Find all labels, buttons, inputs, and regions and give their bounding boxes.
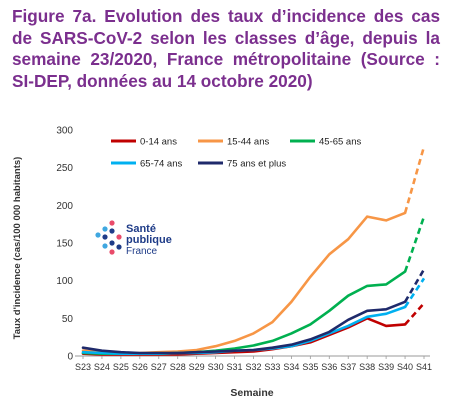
x-tick-label: S30 xyxy=(208,362,224,372)
chart-title: Figure 7a. Evolution des taux d’incidenc… xyxy=(12,6,440,91)
x-axis-label: Semaine xyxy=(230,387,273,399)
x-tick-label: S39 xyxy=(378,362,394,372)
x-tick-label: S31 xyxy=(227,362,243,372)
series-line-45-65-ans xyxy=(81,270,407,356)
series-projection-0-14-ans xyxy=(404,302,425,326)
legend-label: 45-65 ans xyxy=(319,137,362,148)
y-tick-label: 0 xyxy=(67,352,73,363)
series-projection-75-ans-et-plus xyxy=(403,268,426,303)
x-tick-label: S25 xyxy=(113,362,129,372)
y-tick-label: 300 xyxy=(56,126,73,137)
logo-dots-icon xyxy=(95,220,122,255)
y-tick-label: 150 xyxy=(56,239,73,250)
x-tick-label: S34 xyxy=(283,362,299,372)
series-projection-65-74-ans xyxy=(404,277,426,308)
legend: 0-14 ans 15-44 ans 45-65 ans 65-74 ans 75 an… xyxy=(111,137,362,170)
series-projection-15-44-ans xyxy=(403,146,426,214)
y-tick-label: 100 xyxy=(56,276,73,287)
x-tick-label: S29 xyxy=(189,362,205,372)
y-tick-label: 200 xyxy=(56,201,73,212)
logo-line-3: France xyxy=(126,246,158,257)
x-tick-label: S38 xyxy=(359,362,375,372)
x-tick-label: S26 xyxy=(132,362,148,372)
x-tick-label: S24 xyxy=(94,362,110,372)
x-tick-label: S41 xyxy=(416,362,432,372)
series-line-75-ans-et-plus xyxy=(81,300,407,355)
series-lines xyxy=(81,146,426,356)
y-tick-label: 250 xyxy=(56,163,73,174)
sante-publique-france-logo: Santé publique France xyxy=(95,220,172,257)
x-tick-label: S32 xyxy=(245,362,261,372)
x-tick-label: S40 xyxy=(397,362,413,372)
series-projection-45-65-ans xyxy=(403,216,426,273)
x-tick-label: S27 xyxy=(151,362,167,372)
x-tick-label: S35 xyxy=(302,362,318,372)
legend-label: 0-14 ans xyxy=(140,137,177,148)
x-tick-label: S37 xyxy=(340,362,356,372)
x-tick-labels: S23 S24 S25 S26 S27 S28 S29 S30 S31 S32 S33 S34 S35 S… xyxy=(75,356,432,372)
logo-line-1: Santé xyxy=(126,223,156,235)
x-tick-label: S23 xyxy=(75,362,91,372)
y-tick-labels: 0 50 100 150 200 250 300 xyxy=(56,126,73,363)
legend-label: 15-44 ans xyxy=(227,137,270,148)
y-axis-label: Taux d'incidence (cas/100 000 habitants) xyxy=(12,157,23,340)
logo-line-2: publique xyxy=(126,234,172,246)
legend-label: 75 ans et plus xyxy=(227,159,286,170)
legend-label: 65-74 ans xyxy=(140,159,183,170)
y-tick-label: 50 xyxy=(62,314,74,325)
x-tick-label: S36 xyxy=(321,362,337,372)
x-tick-label: S28 xyxy=(170,362,186,372)
x-tick-label: S33 xyxy=(264,362,280,372)
